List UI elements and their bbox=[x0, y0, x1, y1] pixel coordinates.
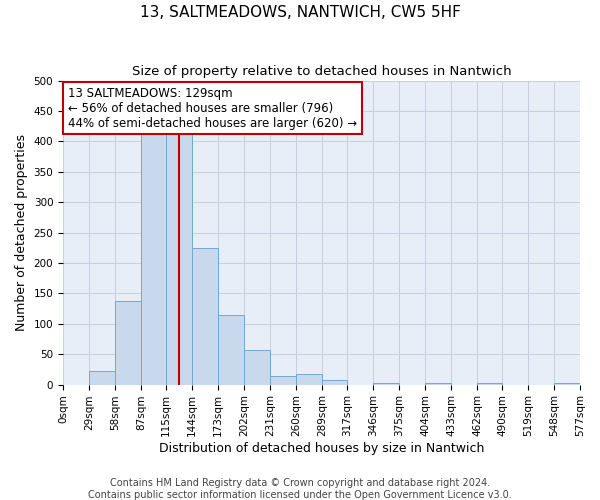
Text: Contains HM Land Registry data © Crown copyright and database right 2024.
Contai: Contains HM Land Registry data © Crown c… bbox=[88, 478, 512, 500]
Bar bbox=[322, 380, 347, 384]
Bar bbox=[218, 314, 244, 384]
Text: 13, SALTMEADOWS, NANTWICH, CW5 5HF: 13, SALTMEADOWS, NANTWICH, CW5 5HF bbox=[140, 5, 460, 20]
Bar bbox=[192, 248, 218, 384]
Bar bbox=[115, 300, 141, 384]
Bar bbox=[89, 371, 115, 384]
X-axis label: Distribution of detached houses by size in Nantwich: Distribution of detached houses by size … bbox=[159, 442, 484, 455]
Bar bbox=[296, 374, 322, 384]
Bar bbox=[166, 132, 192, 384]
Title: Size of property relative to detached houses in Nantwich: Size of property relative to detached ho… bbox=[132, 65, 511, 78]
Text: 13 SALTMEADOWS: 129sqm
← 56% of detached houses are smaller (796)
44% of semi-de: 13 SALTMEADOWS: 129sqm ← 56% of detached… bbox=[68, 86, 358, 130]
Y-axis label: Number of detached properties: Number of detached properties bbox=[15, 134, 28, 331]
Bar bbox=[141, 132, 166, 384]
Bar bbox=[244, 350, 270, 384]
Bar bbox=[270, 376, 296, 384]
